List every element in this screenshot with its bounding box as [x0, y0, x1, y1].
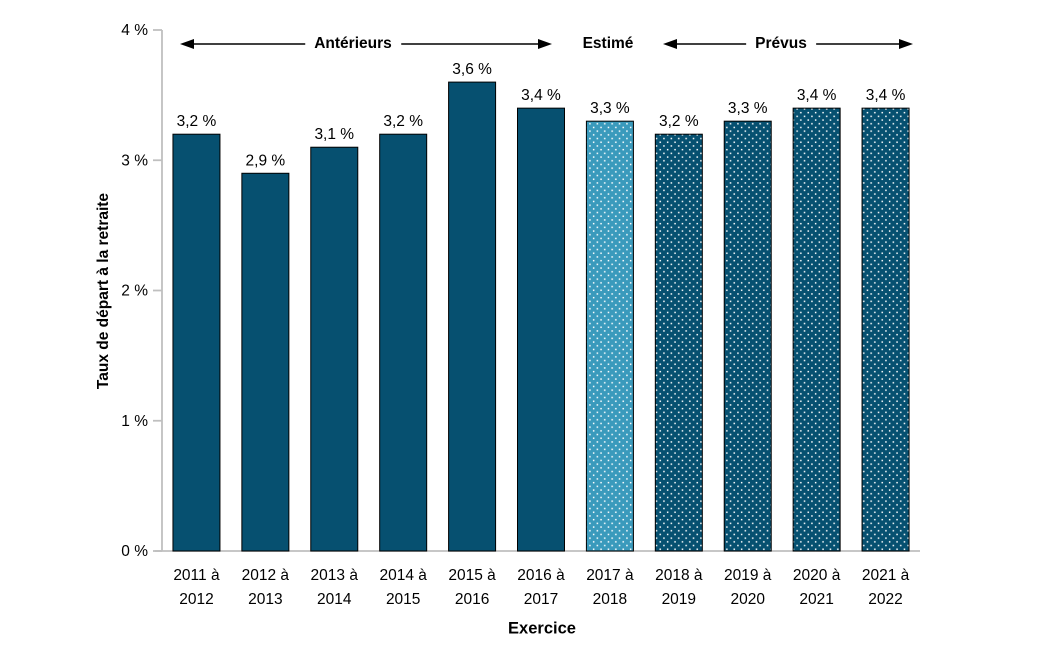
arrowhead-left-icon: [663, 39, 677, 49]
bar: [310, 146, 359, 552]
x-category-label: 2016 à 2017: [517, 567, 565, 608]
bar-value-label: 3,2 %: [659, 113, 699, 130]
bar: [723, 120, 772, 552]
y-tick-label: 4 %: [121, 22, 148, 39]
arrowhead-right-icon: [538, 39, 552, 49]
x-category-label: 2017 à 2018: [586, 567, 634, 608]
bar: [792, 107, 841, 552]
bar: [517, 107, 565, 552]
y-tick-label: 0 %: [121, 543, 148, 560]
bar: [172, 133, 221, 552]
bar-value-label: 3,4 %: [797, 87, 837, 104]
bar-value-label: 3,4 %: [866, 87, 906, 104]
arrowhead-left-icon: [180, 39, 194, 49]
x-category-label: 2021 à 2022: [862, 567, 910, 608]
bar: [379, 133, 428, 552]
y-tick-label: 2 %: [121, 283, 148, 300]
x-category-label: 2018 à 2019: [655, 567, 703, 608]
bar: [448, 81, 497, 552]
x-category-label: 2014 à 2015: [379, 567, 427, 608]
section-label-prevus: Prévus: [746, 35, 816, 53]
x-category-label: 2019 à 2020: [724, 567, 772, 608]
bar-value-label: 3,2 %: [177, 113, 217, 130]
bar-value-label: 3,4 %: [521, 87, 561, 104]
bar-value-label: 3,2 %: [383, 113, 423, 130]
section-label-estime: Estimé: [573, 35, 643, 53]
bar-value-label: 2,9 %: [246, 152, 286, 169]
bar-value-label: 3,1 %: [314, 126, 354, 143]
y-tick-label: 3 %: [121, 152, 148, 169]
y-axis-title: Taux de départ à la retraite: [95, 192, 112, 390]
x-axis-title: Exercice: [508, 619, 576, 638]
bar-value-label: 3,3 %: [728, 100, 768, 117]
bar-value-label: 3,3 %: [590, 100, 630, 117]
x-category-label: 2013 à 2014: [311, 567, 359, 608]
x-category-label: 2012 à 2013: [242, 567, 290, 608]
arrowhead-right-icon: [899, 39, 913, 49]
x-category-label: 2011 à 2012: [173, 567, 220, 608]
bar: [585, 120, 634, 552]
x-category-label: 2020 à 2021: [793, 567, 841, 608]
y-tick-label: 1 %: [121, 413, 148, 430]
bar-value-label: 3,6 %: [452, 61, 492, 78]
x-category-label: 2015 à 2016: [448, 567, 496, 608]
bar: [654, 133, 703, 552]
section-label-anterieurs: Antérieurs: [305, 35, 401, 53]
bar: [241, 172, 290, 552]
bar: [861, 107, 910, 552]
